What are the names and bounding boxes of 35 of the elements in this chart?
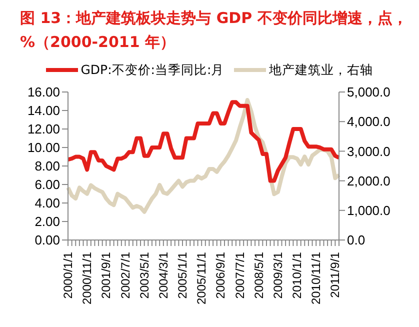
- y-tick-label: 0.00: [34, 232, 60, 248]
- x-tick-label: 2000/1/1: [61, 252, 75, 299]
- y2-tick-label: 5,000.0: [347, 84, 390, 100]
- y-tick-label: 16.00: [27, 84, 60, 100]
- y-tick-label: 8.00: [34, 158, 60, 174]
- x-tick-label: 2007/7/1: [232, 252, 247, 299]
- y2-tick-label: 2,000.0: [347, 173, 390, 188]
- x-tick-label: 2008/5/1: [252, 252, 266, 299]
- y-tick-label: 14.00: [27, 103, 60, 118]
- legend-label: GDP:不变价:当季同比:月: [80, 62, 224, 78]
- x-tick-label: 2011/9/1: [328, 252, 342, 298]
- y-tick-label: 12.00: [27, 122, 60, 137]
- y-tick-label: 10.00: [27, 140, 60, 156]
- y2-tick-label: 0.0: [347, 232, 366, 248]
- x-tick-label: 2004/3/1: [156, 252, 170, 299]
- x-tick-label: 2003/5/1: [137, 252, 152, 299]
- x-tick-label: 2002/7/1: [118, 252, 132, 299]
- y2-tick-label: 3,000.0: [347, 144, 390, 159]
- x-tick-label: 2006/9/1: [214, 252, 228, 299]
- line-series: [66, 100, 341, 183]
- chart-title: 图 13：地产建筑板块走势与 GDP 不变价同比增速，点，%（2000-2011 年）: [19, 8, 408, 53]
- legend-label: 地产建筑业，右轴: [269, 62, 374, 78]
- x-tick-label: 2001/9/1: [99, 252, 114, 299]
- x-tick-label: 2010/11/1: [309, 252, 324, 304]
- x-tick-label: 2000/11/1: [80, 252, 94, 304]
- line-series: [66, 98, 341, 214]
- y-tick-label: 2.00: [34, 214, 60, 230]
- y2-tick-label: 1,000.0: [347, 203, 390, 218]
- y2-tick-label: 4,000.0: [347, 114, 390, 130]
- x-tick-label: 2005/11/1: [194, 252, 209, 304]
- x-tick-label: 2010/1/1: [290, 252, 304, 299]
- y-tick-label: 6.00: [34, 177, 60, 192]
- y-tick-label: 4.00: [34, 196, 60, 211]
- x-tick-label: 2009/3/1: [270, 252, 285, 299]
- x-tick-label: 2005/1/1: [176, 252, 190, 299]
